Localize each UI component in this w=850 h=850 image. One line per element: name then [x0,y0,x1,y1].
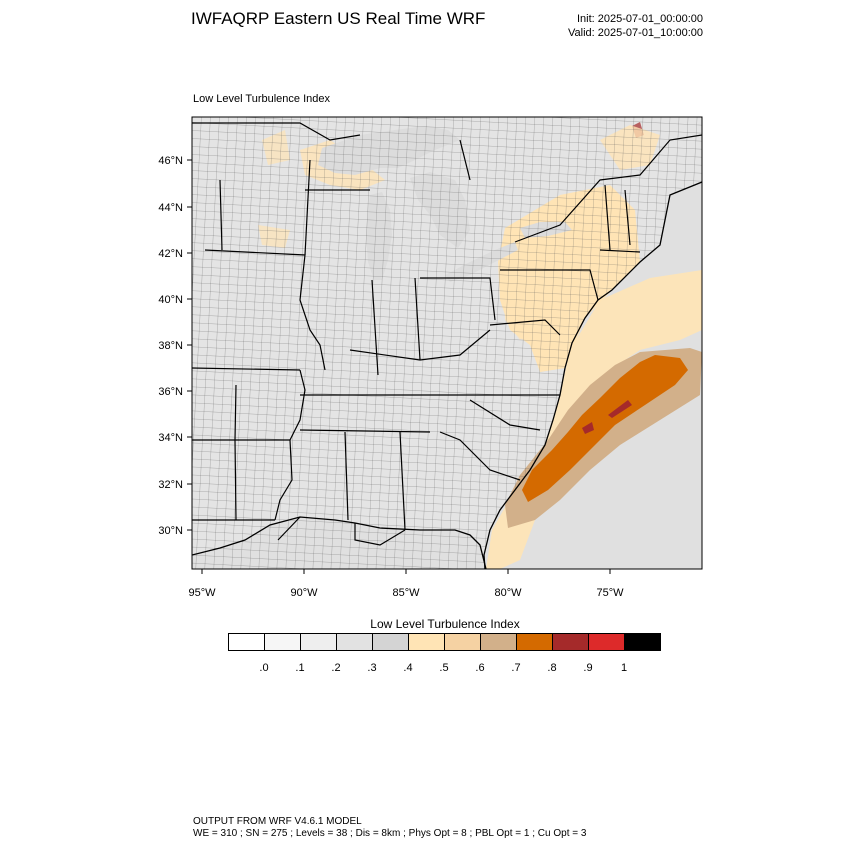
state-boundaries [192,159,641,546]
page-title: IWFAQRP Eastern US Real Time WRF [191,9,486,28]
lat-tick-label: 44°N [158,202,183,214]
longitude-axis: 95°W 90°W 85°W 80°W 75°W [188,569,624,599]
model-info: OUTPUT FROM WRF V4.6.1 MODEL [193,816,362,827]
colorbar-label: 1 [620,662,628,674]
turbulence-peak-1 [608,400,632,418]
colorbar-swatch [408,633,445,651]
lon-tick-label: 80°W [494,587,522,599]
lon-tick-label: 90°W [290,587,318,599]
lon-tick-label: 95°W [188,587,216,599]
colorbar-swatch [264,633,301,651]
lat-tick-label: 34°N [158,432,183,444]
colorbar-swatch [624,633,661,651]
colorbar-swatch [588,633,625,651]
lat-tick-label: 46°N [158,155,183,167]
lon-tick-label: 75°W [596,587,624,599]
lat-tick-label: 30°N [158,525,183,537]
gulf-coastline [192,516,487,569]
map-frame [191,116,703,570]
colorbar-label: .4 [403,662,413,674]
colorbar-swatch [552,633,589,651]
ocean-turbulence-core [522,355,688,502]
colorbar-label: .8 [547,662,557,674]
colorbar-label: .7 [511,662,521,674]
turbulence-peak-2 [582,422,594,434]
lon-tick-label: 85°W [392,587,420,599]
colorbar-label: .6 [475,662,485,674]
colorbar-label: .5 [439,662,449,674]
colorbar-swatch [300,633,337,651]
model-config: WE = 310 ; SN = 275 ; Levels = 38 ; Dis … [193,828,587,839]
colorbar-label: .1 [295,662,305,674]
colorbar-label: .0 [259,662,269,674]
init-time: Init: 2025-07-01_00:00:00 [577,13,703,25]
colorbar-swatch [372,633,409,651]
lat-tick-label: 42°N [158,248,183,260]
colorbar-label: .3 [367,662,377,674]
colorbar-title: Low Level Turbulence Index [370,617,520,631]
lat-tick-label: 40°N [158,294,183,306]
lat-tick-label: 32°N [158,479,183,491]
colorbar-swatch [228,633,265,651]
lat-tick-label: 36°N [158,386,183,398]
canada-border [192,122,702,243]
colorbar-swatch [516,633,553,651]
valid-time: Valid: 2025-07-01_10:00:00 [568,27,703,39]
coastline [483,181,702,569]
colorbar-label: .9 [583,662,593,674]
colorbar-swatch [336,633,373,651]
colorbar-swatch [444,633,481,651]
turbulence-map: 46°N 44°N 42°N 40°N 38°N 36°N 34°N 32°N … [158,116,703,599]
colorbar-label: .2 [331,662,341,674]
lat-tick-label: 38°N [158,340,183,352]
latitude-axis: 46°N 44°N 42°N 40°N 38°N 36°N 34°N 32°N … [158,155,192,537]
plot-label: Low Level Turbulence Index [193,93,330,105]
colorbar-swatch [480,633,517,651]
